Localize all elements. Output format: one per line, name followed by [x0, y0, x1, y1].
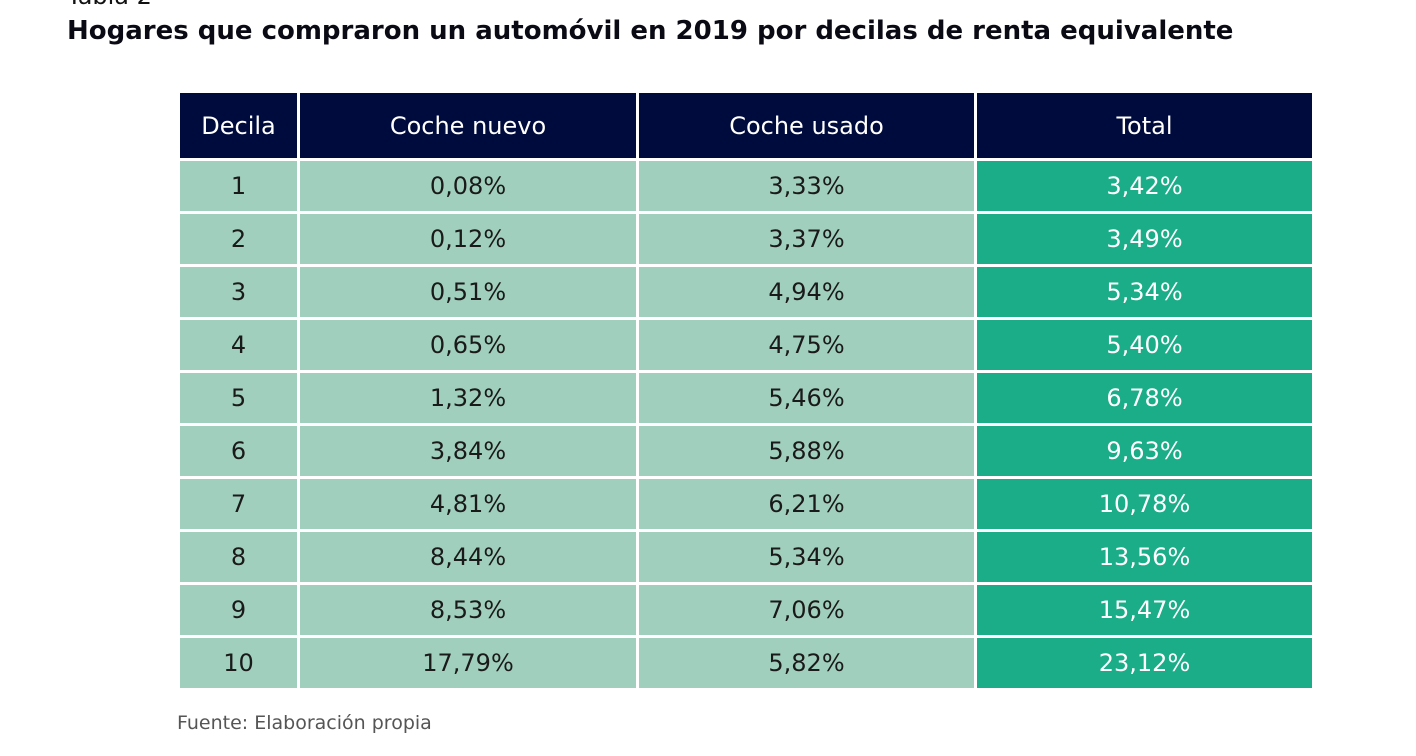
- table-row: 2 0,12% 3,37% 3,49%: [180, 214, 1312, 264]
- column-header: Coche nuevo: [300, 93, 636, 158]
- decile-cell: 4: [180, 320, 297, 370]
- table-row: 8 8,44% 5,34% 13,56%: [180, 532, 1312, 582]
- value-cell: 17,79%: [300, 638, 636, 688]
- table-row: 1 0,08% 3,33% 3,42%: [180, 161, 1312, 211]
- decile-cell: 8: [180, 532, 297, 582]
- table-body: 1 0,08% 3,33% 3,42% 2 0,12% 3,37% 3,49% 3 0,51% 4,…: [180, 161, 1312, 688]
- source-note: Fuente: Elaboración propia: [177, 712, 432, 734]
- value-cell: 4,75%: [639, 320, 974, 370]
- value-cell: 3,49%: [977, 214, 1312, 264]
- value-cell: 15,47%: [977, 585, 1312, 635]
- decile-cell: 1: [180, 161, 297, 211]
- value-cell: 3,33%: [639, 161, 974, 211]
- table-row: 4 0,65% 4,75% 5,40%: [180, 320, 1312, 370]
- data-table: Decila Coche nuevo Coche usado Total 1 0,08%…: [177, 90, 1315, 691]
- table-row: 5 1,32% 5,46% 6,78%: [180, 373, 1312, 423]
- value-cell: 8,53%: [300, 585, 636, 635]
- value-cell: 5,82%: [639, 638, 974, 688]
- header-row: Decila Coche nuevo Coche usado Total: [180, 93, 1312, 158]
- table-label: Tabla 2: [67, 0, 152, 10]
- value-cell: 0,51%: [300, 267, 636, 317]
- value-cell: 4,94%: [639, 267, 974, 317]
- value-cell: 7,06%: [639, 585, 974, 635]
- value-cell: 5,40%: [977, 320, 1312, 370]
- column-header: Decila: [180, 93, 297, 158]
- table-row: 6 3,84% 5,88% 9,63%: [180, 426, 1312, 476]
- decile-cell: 2: [180, 214, 297, 264]
- decile-cell: 9: [180, 585, 297, 635]
- decile-cell: 6: [180, 426, 297, 476]
- value-cell: 5,46%: [639, 373, 974, 423]
- decile-cell: 5: [180, 373, 297, 423]
- value-cell: 0,08%: [300, 161, 636, 211]
- value-cell: 4,81%: [300, 479, 636, 529]
- decile-cell: 10: [180, 638, 297, 688]
- table-row: 3 0,51% 4,94% 5,34%: [180, 267, 1312, 317]
- value-cell: 5,34%: [639, 532, 974, 582]
- value-cell: 0,65%: [300, 320, 636, 370]
- value-cell: 23,12%: [977, 638, 1312, 688]
- value-cell: 5,88%: [639, 426, 974, 476]
- value-cell: 9,63%: [977, 426, 1312, 476]
- column-header: Coche usado: [639, 93, 974, 158]
- table-row: 7 4,81% 6,21% 10,78%: [180, 479, 1312, 529]
- value-cell: 10,78%: [977, 479, 1312, 529]
- value-cell: 3,42%: [977, 161, 1312, 211]
- value-cell: 6,78%: [977, 373, 1312, 423]
- value-cell: 13,56%: [977, 532, 1312, 582]
- value-cell: 5,34%: [977, 267, 1312, 317]
- table-row: 9 8,53% 7,06% 15,47%: [180, 585, 1312, 635]
- value-cell: 3,37%: [639, 214, 974, 264]
- table-row: 10 17,79% 5,82% 23,12%: [180, 638, 1312, 688]
- value-cell: 3,84%: [300, 426, 636, 476]
- column-header: Total: [977, 93, 1312, 158]
- value-cell: 6,21%: [639, 479, 974, 529]
- value-cell: 0,12%: [300, 214, 636, 264]
- value-cell: 1,32%: [300, 373, 636, 423]
- decile-cell: 7: [180, 479, 297, 529]
- value-cell: 8,44%: [300, 532, 636, 582]
- table-title: Hogares que compraron un automóvil en 20…: [67, 16, 1234, 46]
- decile-cell: 3: [180, 267, 297, 317]
- table-head: Decila Coche nuevo Coche usado Total: [180, 93, 1312, 158]
